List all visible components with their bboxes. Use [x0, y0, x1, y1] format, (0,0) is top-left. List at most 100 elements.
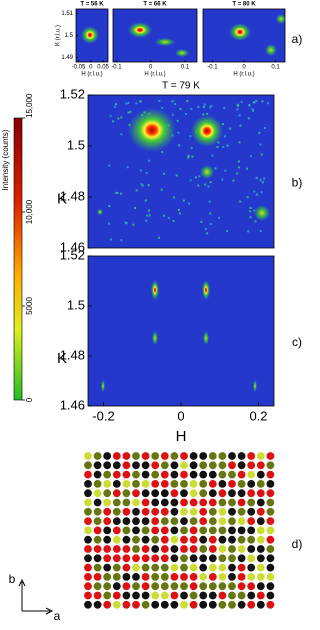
- lattice-site: [256, 563, 265, 572]
- lattice-site: [237, 480, 246, 488]
- noise-pixel: [178, 144, 181, 147]
- noise-pixel: [115, 103, 118, 106]
- noise-pixel: [179, 107, 182, 110]
- lattice-site: [228, 545, 236, 553]
- noise-pixel: [246, 196, 249, 199]
- lattice-site: [151, 600, 160, 609]
- lattice-site: [160, 480, 169, 488]
- lattice-site: [189, 526, 198, 535]
- noise-pixel: [246, 167, 249, 170]
- lattice-site: [122, 545, 131, 553]
- panel-label: c): [292, 335, 302, 349]
- noise-pixel: [204, 183, 207, 186]
- lattice-axis-label: a: [54, 609, 61, 623]
- noise-pixel: [210, 105, 213, 108]
- lattice-site: [112, 498, 121, 507]
- lattice-site: [141, 480, 150, 488]
- lattice-site: [208, 545, 217, 553]
- noise-pixel: [190, 146, 193, 149]
- noise-pixel: [237, 104, 240, 107]
- lattice-site: [112, 573, 121, 581]
- panel-title: T = 56 K: [80, 2, 104, 8]
- lattice-site: [122, 489, 131, 498]
- lattice-site: [256, 582, 265, 591]
- noise-pixel: [238, 141, 241, 144]
- lattice-site: [247, 573, 256, 581]
- y-axis-label: K (r.l.u.): [56, 25, 62, 46]
- noise-pixel: [211, 154, 214, 157]
- lattice-site: [228, 573, 236, 581]
- lattice-site: [112, 507, 121, 516]
- lattice-site: [151, 582, 160, 591]
- lattice-site: [266, 526, 275, 535]
- lattice-site: [112, 582, 121, 591]
- noise-pixel: [108, 205, 111, 208]
- lattice-site: [180, 507, 188, 516]
- lattice-site: [247, 526, 256, 535]
- lattice-site: [170, 517, 179, 525]
- noise-pixel: [120, 239, 123, 242]
- lattice-site: [228, 489, 236, 498]
- noise-pixel: [117, 117, 120, 120]
- lattice-site: [84, 517, 92, 525]
- noise-pixel: [260, 153, 263, 156]
- lattice-site: [189, 470, 198, 479]
- lattice-site: [151, 591, 160, 600]
- noise-pixel: [163, 172, 166, 175]
- lattice-site: [170, 507, 179, 516]
- noise-pixel: [145, 219, 148, 222]
- lattice-site: [141, 554, 150, 563]
- lattice-site: [247, 563, 256, 572]
- noise-pixel: [175, 174, 178, 177]
- lattice-site: [151, 507, 160, 516]
- lattice-site: [266, 452, 275, 460]
- lattice-site: [199, 591, 208, 600]
- noise-pixel: [187, 154, 190, 157]
- noise-pixel: [177, 208, 180, 211]
- lattice-site: [93, 545, 102, 553]
- lattice-site: [266, 545, 275, 553]
- noise-pixel: [247, 230, 250, 233]
- noise-pixel: [224, 169, 227, 172]
- lattice-site: [199, 461, 208, 470]
- lattice-site: [84, 498, 92, 507]
- lattice-site: [141, 489, 150, 498]
- lattice-site: [112, 526, 121, 535]
- lattice-site: [208, 489, 217, 498]
- lattice-site: [189, 600, 198, 609]
- intensity-spot: [254, 205, 270, 221]
- x-axis-label: H (r.l.u.): [81, 72, 102, 78]
- lattice-site: [122, 563, 131, 572]
- lattice-site: [132, 489, 140, 498]
- lattice-site: [103, 563, 112, 572]
- noise-pixel: [135, 102, 138, 105]
- noise-pixel: [259, 230, 262, 233]
- noise-pixel: [239, 200, 242, 203]
- panel-label: b): [292, 176, 303, 190]
- lattice-site: [132, 535, 140, 544]
- lattice-site: [151, 489, 160, 498]
- lattice-site: [132, 545, 140, 553]
- lattice-site: [170, 563, 179, 572]
- lattice-site: [180, 452, 188, 460]
- y-axis-label: K: [57, 190, 67, 207]
- lattice-site: [247, 452, 256, 460]
- lattice-site: [208, 461, 217, 470]
- intensity-spot: [151, 280, 159, 300]
- lattice-site: [218, 452, 227, 460]
- noise-pixel: [232, 179, 235, 182]
- noise-pixel: [126, 166, 129, 169]
- lattice-site: [266, 489, 275, 498]
- lattice-site: [160, 452, 169, 460]
- lattice-site: [122, 461, 131, 470]
- lattice-site: [160, 582, 169, 591]
- lattice-site: [218, 535, 227, 544]
- lattice-site: [228, 535, 236, 544]
- panel-title: T = 80 K: [232, 2, 256, 8]
- lattice-site: [170, 554, 179, 563]
- lattice-site: [93, 517, 102, 525]
- lattice-site: [84, 582, 92, 591]
- noise-pixel: [254, 220, 257, 223]
- noise-pixel: [207, 185, 210, 188]
- lattice-site: [266, 535, 275, 544]
